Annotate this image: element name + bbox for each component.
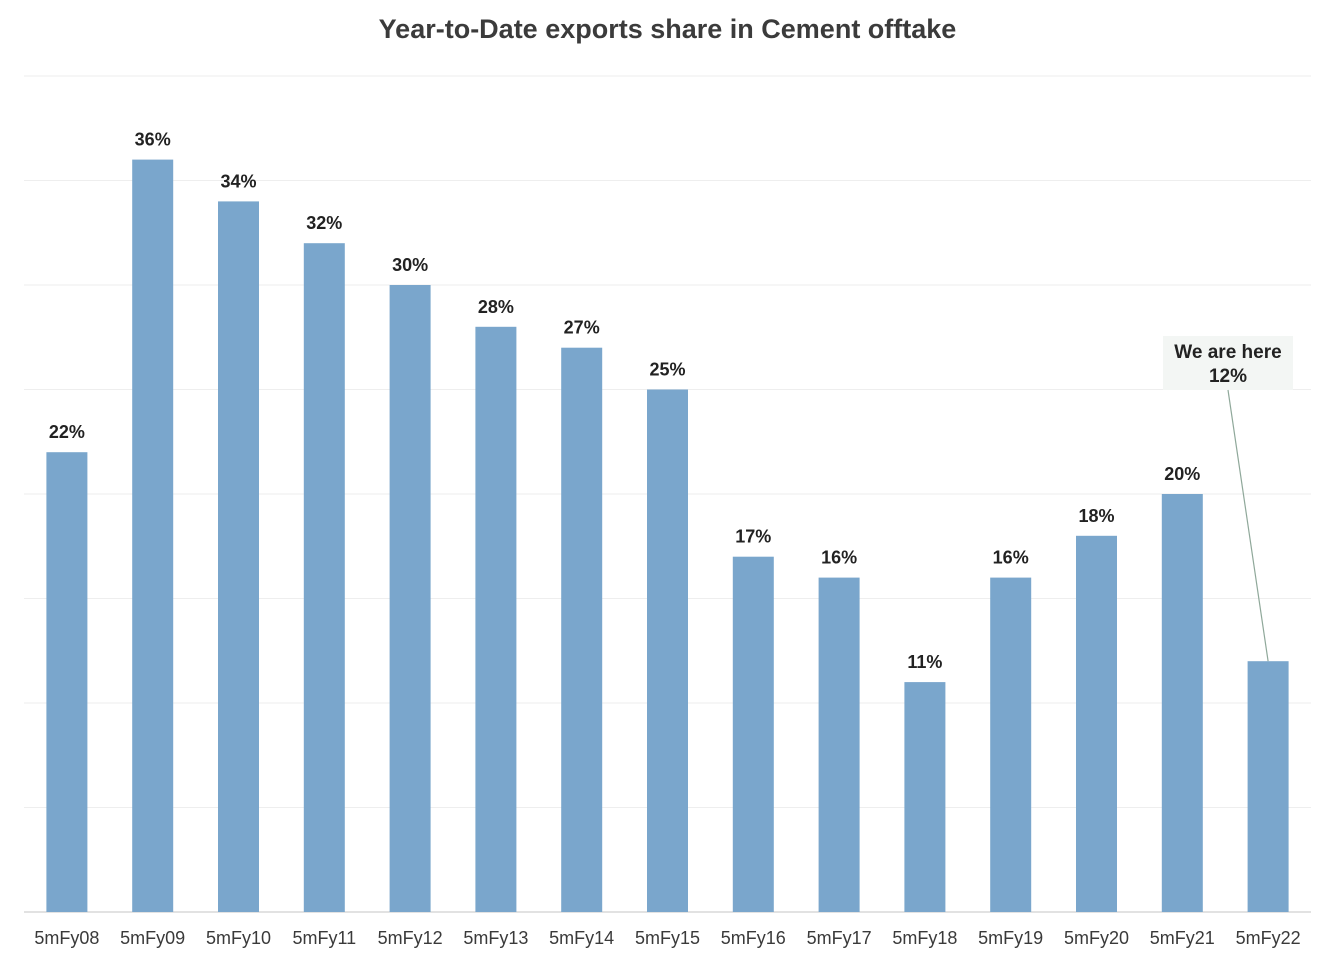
bar: [46, 452, 88, 912]
data-label: 16%: [993, 548, 1029, 568]
chart-title: Year-to-Date exports share in Cement off…: [378, 14, 957, 44]
data-label: 18%: [1078, 506, 1114, 526]
bar: [303, 243, 345, 912]
bar: [990, 577, 1032, 912]
x-tick-label: 5mFy14: [549, 928, 614, 948]
bars: [46, 159, 1289, 913]
x-tick-label: 5mFy18: [892, 928, 957, 948]
data-label: 22%: [49, 422, 85, 442]
bar: [1161, 494, 1203, 912]
annotation-leader-line: [1227, 389, 1269, 662]
x-tick-label: 5mFy21: [1150, 928, 1215, 948]
x-tick-label: 5mFy19: [978, 928, 1043, 948]
bar: [132, 159, 174, 913]
data-label: 27%: [564, 318, 600, 338]
data-label: 32%: [306, 213, 342, 233]
value-labels: 22% 36% 34% 32% 30% 28% 27% 25% 17% 16% 11% 16% 18% 2…: [49, 130, 1200, 672]
x-tick-label: 5mFy22: [1236, 928, 1301, 948]
data-label: 30%: [392, 255, 428, 275]
data-label: 20%: [1164, 464, 1200, 484]
bar: [389, 285, 431, 912]
x-tick-label: 5mFy17: [807, 928, 872, 948]
bar: [904, 682, 946, 912]
data-label: 11%: [907, 652, 942, 672]
x-tick-label: 5mFy12: [378, 928, 443, 948]
bar: [818, 577, 860, 912]
data-label: 25%: [649, 360, 685, 380]
data-label: 16%: [821, 548, 857, 568]
bar: [475, 326, 517, 912]
bar: [647, 389, 688, 912]
bar: [218, 201, 259, 912]
x-tick-label: 5mFy10: [206, 928, 271, 948]
data-label: 28%: [478, 297, 514, 317]
annotation-box: [1163, 336, 1293, 390]
bar: [1076, 535, 1117, 912]
x-tick-label: 5mFy13: [463, 928, 528, 948]
x-tick-labels: 5mFy08 5mFy09 5mFy10 5mFy11 5mFy12 5mFy13 5mFy…: [34, 928, 1300, 948]
x-tick-label: 5mFy11: [292, 928, 356, 948]
bar: [732, 556, 774, 912]
x-tick-label: 5mFy15: [635, 928, 700, 948]
data-label: 34%: [220, 171, 256, 191]
bar: [561, 347, 603, 912]
annotation-text: We are here: [1174, 342, 1281, 363]
x-tick-label: 5mFy16: [721, 928, 786, 948]
annotation-callout: We are here 12%: [1163, 336, 1293, 662]
x-tick-label: 5mFy09: [120, 928, 185, 948]
annotation-value: 12%: [1209, 366, 1247, 387]
x-tick-label: 5mFy08: [34, 928, 99, 948]
bar: [1247, 661, 1289, 912]
data-label: 36%: [135, 130, 171, 150]
x-tick-label: 5mFy20: [1064, 928, 1129, 948]
data-label: 17%: [735, 527, 771, 547]
